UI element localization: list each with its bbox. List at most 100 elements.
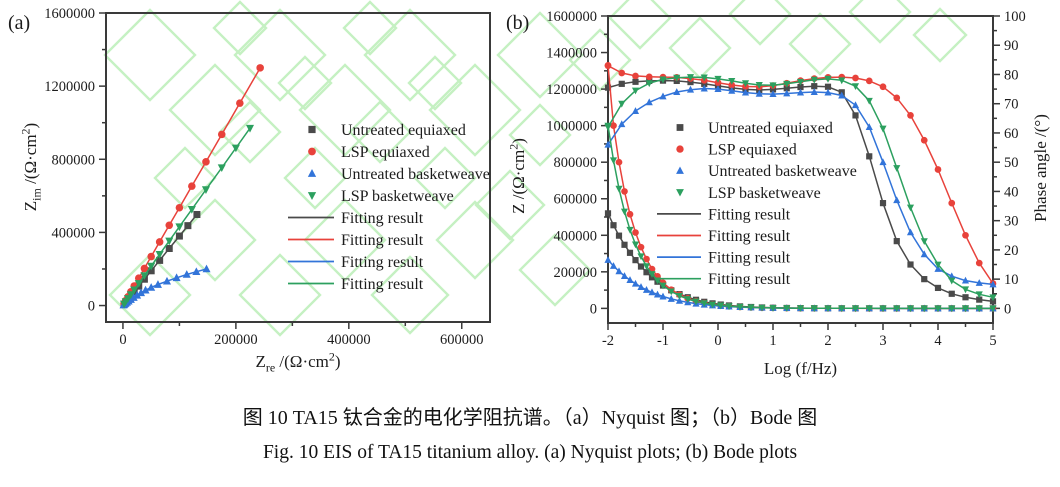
legend-label: LSP equiaxed: [708, 142, 797, 159]
svg-text:800000: 800000: [52, 152, 96, 168]
legend-label: Fitting result: [708, 206, 791, 223]
legend-entry-fitting-result-blue: Fitting result: [288, 254, 424, 271]
watermark-diamond: [298, 63, 392, 157]
legend: Untreated equiaxed LSP equiaxed Untreated …: [657, 120, 857, 288]
legend-label: Fitting result: [708, 250, 791, 267]
watermark-diamond: [413, 146, 477, 210]
legend-label: Fitting result: [341, 254, 424, 271]
legend-entry-untreated-basketweave: Untreated basketweave: [676, 163, 857, 180]
watermark-diamond: [407, 55, 463, 111]
legend-entry-lsp-basketweave: LSP basketweave: [676, 185, 821, 202]
watermark-diamond: [435, 200, 515, 280]
svg-text:2: 2: [824, 333, 831, 349]
watermark-diamond: [518, 233, 592, 307]
legend-entry-fitting-result-red: Fitting result: [657, 228, 791, 245]
watermark-diamond: [496, 11, 584, 99]
figure-caption: 图 10 TA15 钛合金的电化学阻抗谱。（a）Nyquist 图；（b）Bod…: [0, 400, 1060, 470]
svg-text:1200000: 1200000: [44, 79, 95, 95]
svg-text:0: 0: [714, 333, 721, 349]
svg-text:20: 20: [1004, 243, 1019, 259]
phase-series-lsp-basketweave: [604, 74, 997, 302]
nyquist-axes: 0 200000 400000 600000 0 400000 800000 1200000 1…: [44, 6, 483, 348]
watermark-diamond: [348, 100, 412, 164]
watermark-diamond: [103, 8, 197, 102]
svg-text:800000: 800000: [554, 155, 598, 171]
svg-text:600000: 600000: [440, 332, 484, 348]
svg-text:1600000: 1600000: [546, 9, 597, 25]
legend-label: Untreated equiaxed: [341, 122, 466, 139]
legend-entry-untreated-equiaxed: Untreated equiaxed: [676, 120, 833, 137]
bode-left-axis-title: Z /(Ω·cm2): [507, 138, 528, 214]
svg-text:1000000: 1000000: [546, 119, 597, 135]
legend: Untreated equiaxed LSP equiaxed Untreated …: [288, 122, 490, 293]
bode-x-axis-title: Log (f/Hz): [764, 359, 837, 378]
legend-entry-fitting-result-black: Fitting result: [288, 210, 424, 227]
watermark-diamond: [212, 0, 268, 56]
watermark-diamond: [342, 0, 398, 56]
watermark-diamond: [668, 16, 732, 80]
legend-entry-fitting-result-green: Fitting result: [288, 276, 424, 293]
watermark-diamond: [608, 0, 672, 50]
watermark-diamond: [912, 7, 968, 63]
svg-text:90: 90: [1004, 38, 1019, 54]
phase-series-untreated-basketweave: [604, 84, 997, 288]
svg-text:0: 0: [88, 299, 95, 315]
svg-text:60: 60: [1004, 126, 1019, 142]
svg-text:0: 0: [119, 332, 126, 348]
bode-axes: -2 -1 0 1 2 3 4 5020000040000060000080000010000…: [546, 9, 1026, 349]
svg-text:50: 50: [1004, 155, 1019, 171]
legend-entry-fitting-result-red: Fitting result: [288, 232, 424, 249]
svg-text:-1: -1: [657, 333, 669, 349]
svg-text:200000: 200000: [214, 332, 258, 348]
legend-entry-fitting-result-blue: Fitting result: [657, 250, 791, 267]
impedance-series-lsp-basketweave: [604, 122, 997, 313]
svg-text:4: 4: [934, 333, 942, 349]
caption-chinese: 图 10 TA15 钛合金的电化学阻抗谱。（a）Nyquist 图；（b）Bod…: [242, 407, 818, 429]
series-lsp-basketweave: [120, 124, 255, 309]
watermark-diamond: [233, 8, 327, 102]
caption-english: Fig. 10 EIS of TA15 titanium alloy. (a) …: [262, 442, 798, 463]
watermark-diamond: [788, 12, 852, 76]
watermark-diamond: [238, 253, 322, 337]
bode-right-axis-title: Phase angle /(°): [1031, 114, 1050, 222]
svg-text:70: 70: [1004, 97, 1019, 113]
legend-label: Fitting result: [708, 271, 791, 288]
watermark-diamond: [277, 55, 333, 111]
bode-plot: -2 -1 0 1 2 3 4 5020000040000060000080000010000…: [506, 9, 1050, 378]
svg-text:1600000: 1600000: [44, 6, 95, 22]
legend-entry-lsp-equiaxed: LSP equiaxed: [308, 144, 430, 161]
legend-label: Fitting result: [341, 276, 424, 293]
nyquist-x-axis-title: Zre /(Ω·cm2): [255, 350, 340, 375]
watermark-diamond: [428, 63, 522, 157]
watermark-diamond: [173, 198, 257, 282]
svg-text:-2: -2: [602, 333, 614, 349]
watermark-diamond: [108, 253, 192, 337]
legend-label: Untreated basketweave: [708, 163, 857, 180]
svg-text:0: 0: [590, 301, 597, 317]
watermark-diamond: [153, 146, 217, 210]
watermark-diamond: [848, 0, 912, 44]
svg-text:400000: 400000: [52, 225, 96, 241]
svg-text:0: 0: [1004, 301, 1011, 317]
svg-text:400000: 400000: [554, 228, 598, 244]
watermark-diamond: [728, 0, 792, 46]
svg-text:40: 40: [1004, 184, 1019, 200]
legend-label: Fitting result: [341, 210, 424, 227]
svg-text:1200000: 1200000: [546, 82, 597, 98]
legend-label: Fitting result: [341, 232, 424, 249]
svg-text:200000: 200000: [554, 265, 598, 281]
legend-label: LSP basketweave: [341, 188, 454, 205]
svg-text:100: 100: [1004, 9, 1026, 25]
panel-label-b: (b): [506, 12, 529, 34]
watermark-diamond: [283, 146, 347, 210]
watermark-diamond: [568, 28, 632, 92]
legend-entry-fitting-result-green: Fitting result: [657, 271, 791, 288]
legend-label: LSP basketweave: [708, 185, 821, 202]
nyquist-y-axis-title: Zim /(Ω·cm2): [19, 123, 44, 211]
series-lsp-equiaxed: [120, 64, 264, 308]
legend-entry-untreated-basketweave: Untreated basketweave: [307, 166, 490, 183]
svg-text:5: 5: [989, 333, 996, 349]
watermark-diamond: [508, 103, 572, 167]
charts-canvas: 0 200000 400000 600000 0 400000 800000 1200000 1…: [8, 0, 1050, 378]
